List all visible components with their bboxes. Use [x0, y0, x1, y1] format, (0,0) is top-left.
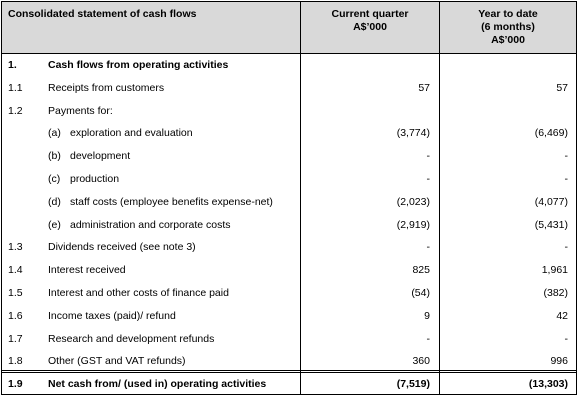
row-number: 1. — [8, 59, 17, 71]
year-to-date-value: (13,303) — [528, 378, 568, 391]
row-label: staff costs (employee benefits expense-n… — [70, 195, 273, 208]
year-to-date-value: 57 — [556, 81, 568, 94]
header-line: A$’000 — [353, 21, 387, 33]
row-label: Research and development refunds — [48, 332, 215, 345]
row-number: 1.1 — [8, 81, 23, 94]
row-number: 1.2 — [8, 104, 23, 117]
row-number: 1.3 — [8, 241, 23, 254]
row-number: 1.9 — [8, 378, 23, 391]
current-quarter-value: 825 — [412, 264, 430, 277]
year-to-date-value: (6,469) — [534, 127, 568, 140]
row-number: 1.4 — [8, 264, 23, 277]
total-rule — [2, 370, 576, 374]
year-to-date-value: (5,431) — [534, 218, 568, 231]
header-line: A$’000 — [491, 34, 525, 46]
current-quarter-value: (3,774) — [396, 127, 430, 140]
year-to-date-value: - — [564, 332, 569, 345]
header-current: Current quarter A$’000 — [301, 8, 439, 34]
sub-item: (e) — [48, 218, 61, 231]
year-to-date-value: (4,077) — [534, 195, 568, 208]
row-label: production — [70, 173, 120, 185]
row-label: administration and corporate costs — [70, 218, 231, 231]
header-line: Current quarter — [331, 8, 409, 20]
sub-item: (d) — [48, 195, 61, 208]
year-to-date-value: (382) — [543, 287, 568, 299]
current-quarter-value: - — [426, 332, 431, 345]
header-line: Year to date — [478, 8, 538, 20]
cash-flow-table: Consolidated statement of cash flows Cur… — [1, 1, 577, 395]
table-header: Consolidated statement of cash flows Cur… — [2, 2, 576, 54]
year-to-date-value: - — [564, 150, 569, 163]
row-label: Interest and other costs of finance paid — [48, 287, 229, 299]
row-label: Dividends received (see note 3) — [48, 241, 196, 254]
row-label: Other (GST and VAT refunds) — [48, 355, 186, 368]
column-divider — [439, 2, 440, 394]
row-label: Receipts from customers — [48, 81, 165, 94]
sub-item: (a) — [48, 127, 61, 140]
year-to-date-value: 1,961 — [541, 264, 568, 277]
current-quarter-value: (2,023) — [396, 195, 430, 208]
year-to-date-value: - — [564, 241, 569, 254]
sub-item: (c) — [48, 173, 61, 185]
sub-item: (b) — [48, 150, 61, 163]
header-ytd: Year to date (6 months) A$’000 — [440, 8, 576, 47]
year-to-date-value: - — [564, 173, 569, 185]
column-divider — [300, 2, 301, 394]
current-quarter-value: 57 — [418, 81, 430, 94]
current-quarter-value: (54) — [411, 287, 430, 299]
current-quarter-value: (2,919) — [396, 218, 430, 231]
row-number: 1.7 — [8, 332, 23, 345]
row-label: Payments for: — [48, 104, 113, 117]
row-label: Cash flows from operating activities — [48, 59, 229, 71]
row-label: exploration and evaluation — [70, 127, 193, 140]
current-quarter-value: (7,519) — [396, 378, 430, 391]
row-number: 1.8 — [8, 355, 23, 368]
row-number: 1.5 — [8, 287, 23, 299]
row-label: Income taxes (paid)/ refund — [48, 309, 176, 322]
current-quarter-value: - — [426, 241, 431, 254]
row-label: Net cash from/ (used in) operating activ… — [48, 378, 267, 391]
current-quarter-value: - — [426, 173, 431, 185]
row-label: development — [70, 150, 131, 163]
current-quarter-value: - — [426, 150, 431, 163]
row-number: 1.6 — [8, 309, 23, 322]
header-title: Consolidated statement of cash flows — [8, 8, 197, 20]
current-quarter-value: 360 — [412, 355, 430, 368]
row-label: Interest received — [48, 264, 126, 277]
header-line: (6 months) — [481, 21, 535, 33]
year-to-date-value: 996 — [550, 355, 568, 368]
year-to-date-value: 42 — [556, 309, 568, 322]
current-quarter-value: 9 — [424, 309, 430, 322]
